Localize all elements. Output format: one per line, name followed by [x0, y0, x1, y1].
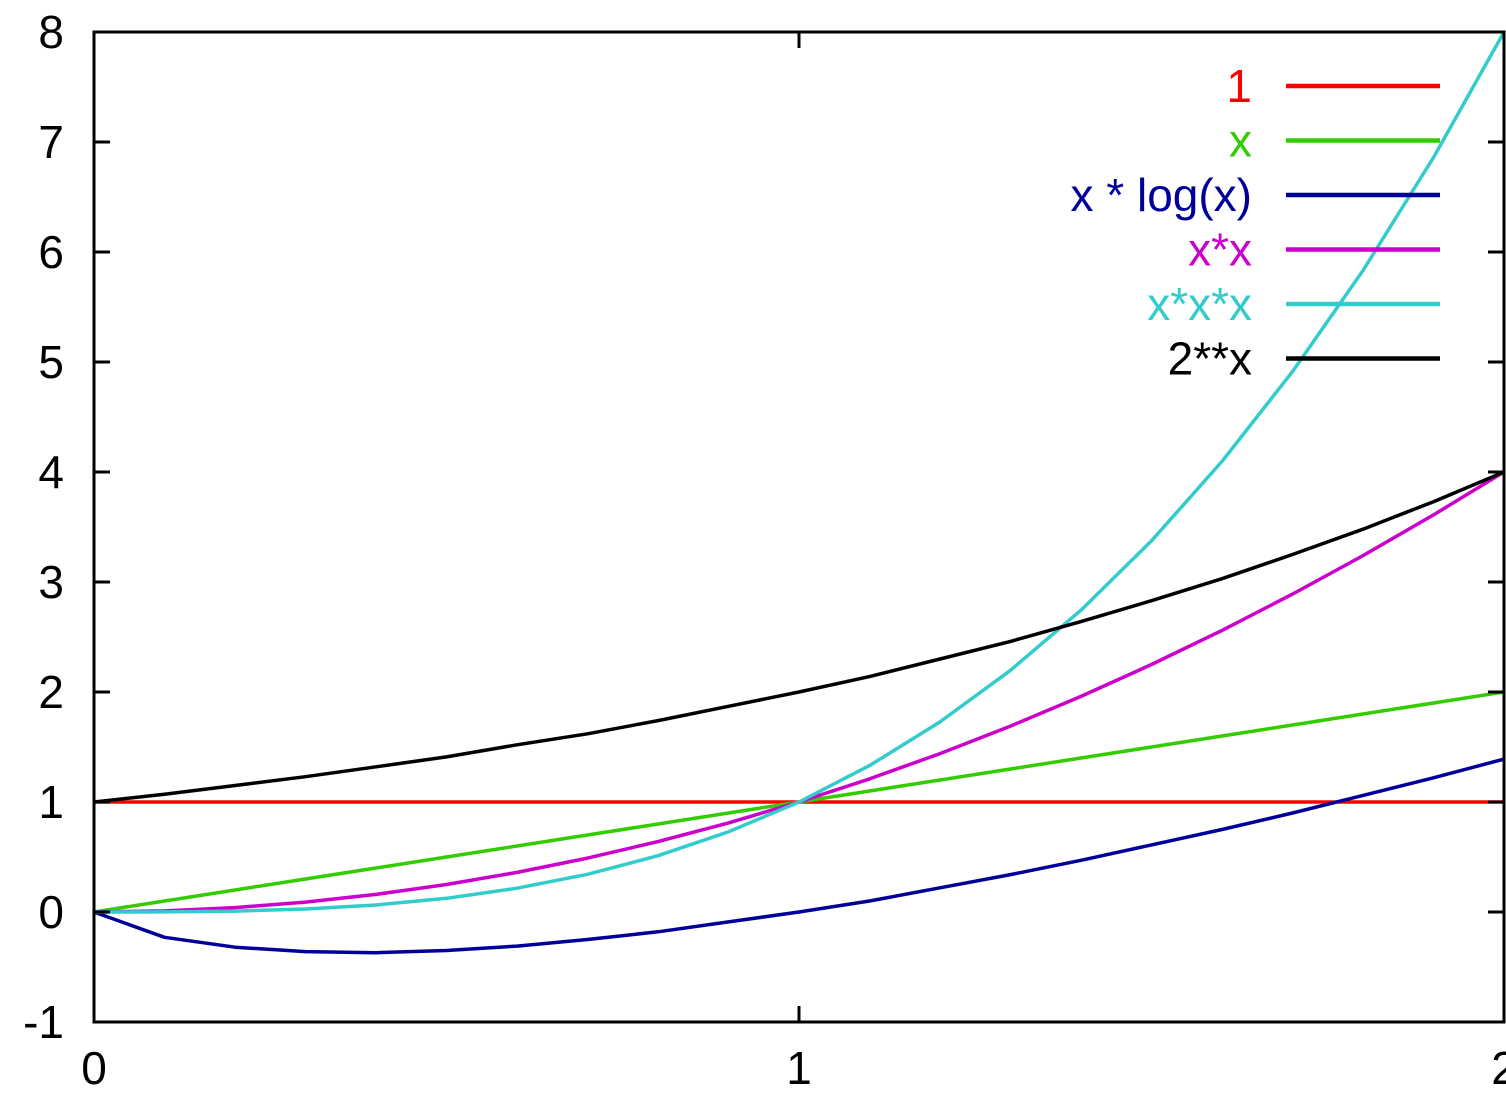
legend-item: x*x	[1188, 224, 1440, 276]
y-tick-label: 5	[38, 336, 64, 388]
y-tick-label: 6	[38, 226, 64, 278]
legend-label: x*x	[1188, 224, 1252, 276]
legend-label: 1	[1226, 60, 1252, 112]
legend: 1xx * log(x)x*xx*x*x2**x	[1071, 60, 1440, 385]
legend-item: x * log(x)	[1071, 169, 1440, 221]
legend-label: 2**x	[1168, 333, 1252, 385]
axis-ticks	[92, 30, 1506, 1024]
y-tick-label: 4	[38, 446, 64, 498]
series-line	[94, 470, 1504, 804]
legend-label: x	[1229, 115, 1252, 167]
y-tick-label: 8	[38, 6, 64, 58]
series-line	[94, 32, 1504, 914]
legend-item: x*x*x	[1147, 278, 1440, 330]
y-tick-label: 0	[38, 886, 64, 938]
y-tick-label: 7	[38, 116, 64, 168]
plot-frame	[92, 30, 1506, 1024]
legend-item: x	[1229, 115, 1440, 167]
legend-item: 2**x	[1168, 333, 1440, 385]
x-tick-label: 2	[1491, 1042, 1506, 1094]
axis-tick-labels: -1 0 1 2 3 4 5 6 7 8 0 1 2	[23, 6, 1506, 1094]
legend-label: x*x*x	[1147, 278, 1252, 330]
x-tick-label: 1	[786, 1042, 812, 1094]
y-tick-label: -1	[23, 996, 64, 1048]
series-line	[94, 757, 1504, 955]
y-tick-label: 2	[38, 666, 64, 718]
x-tick-label: 0	[81, 1042, 107, 1094]
legend-label: x * log(x)	[1071, 169, 1252, 221]
legend-item: 1	[1226, 60, 1440, 112]
y-tick-label: 1	[38, 776, 64, 828]
y-tick-label: 3	[38, 556, 64, 608]
series-group	[94, 32, 1504, 955]
